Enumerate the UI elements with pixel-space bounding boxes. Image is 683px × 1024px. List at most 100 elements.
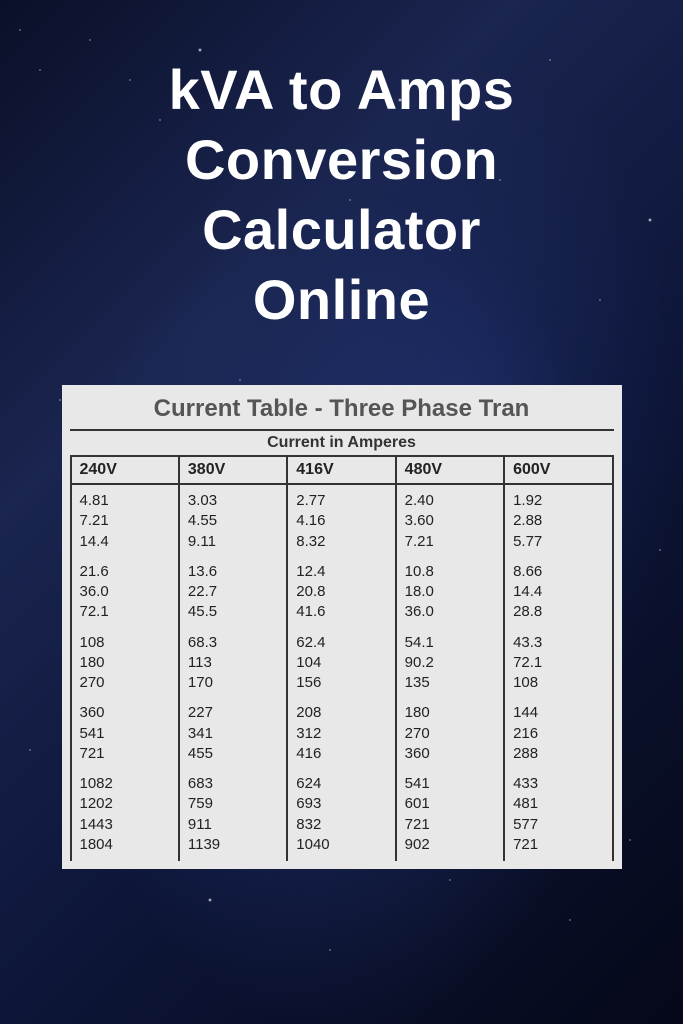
table-cell: 541 [396, 764, 504, 794]
table-cell: 8.32 [287, 532, 395, 552]
table-cell: 108 [71, 623, 179, 653]
table-cell: 1.92 [504, 484, 612, 511]
table-cell: 902 [396, 835, 504, 861]
title-line: kVA to Amps [40, 55, 643, 125]
table-cell: 577 [504, 815, 612, 835]
current-table-card: Current Table - Three Phase Tran Current… [62, 385, 622, 869]
table-row: 4.813.032.772.401.92 [71, 484, 613, 511]
table-cell: 721 [504, 835, 612, 861]
title-line: Online [40, 265, 643, 335]
table-cell: 7.21 [71, 511, 179, 531]
table-cell: 1139 [179, 835, 287, 861]
table-cell: 14.4 [504, 582, 612, 602]
table-cell: 21.6 [71, 552, 179, 582]
table-row: 72.145.541.636.028.8 [71, 602, 613, 622]
table-cell: 5.77 [504, 532, 612, 552]
table-cell: 36.0 [71, 582, 179, 602]
table-cell: 1443 [71, 815, 179, 835]
table-cell: 8.66 [504, 552, 612, 582]
table-cell: 2.77 [287, 484, 395, 511]
title-line: Conversion [40, 125, 643, 195]
table-cell: 45.5 [179, 602, 287, 622]
table-cell: 41.6 [287, 602, 395, 622]
table-cell: 108 [504, 673, 612, 693]
table-cell: 72.1 [504, 653, 612, 673]
table-body: 4.813.032.772.401.927.214.554.163.602.88… [71, 484, 613, 861]
table-cell: 2.88 [504, 511, 612, 531]
table-cell: 341 [179, 724, 287, 744]
table-cell: 180 [71, 653, 179, 673]
table-cell: 481 [504, 794, 612, 814]
table-column-header: 600V [504, 457, 612, 484]
table-header-row: 240V380V416V480V600V [71, 457, 613, 484]
table-row: 10868.362.454.143.3 [71, 623, 613, 653]
table-cell: 227 [179, 693, 287, 723]
table-cell: 36.0 [396, 602, 504, 622]
table-row: 36.022.720.818.014.4 [71, 582, 613, 602]
table-title: Current Table - Three Phase Tran [62, 391, 622, 429]
table-cell: 832 [287, 815, 395, 835]
current-table: 240V380V416V480V600V 4.813.032.772.401.9… [70, 457, 614, 861]
table-cell: 4.16 [287, 511, 395, 531]
table-cell: 1082 [71, 764, 179, 794]
table-cell: 433 [504, 764, 612, 794]
table-cell: 360 [396, 744, 504, 764]
table-cell: 104 [287, 653, 395, 673]
table-cell: 72.1 [71, 602, 179, 622]
table-column-header: 240V [71, 457, 179, 484]
table-cell: 144 [504, 693, 612, 723]
table-cell: 13.6 [179, 552, 287, 582]
table-cell: 68.3 [179, 623, 287, 653]
table-cell: 43.3 [504, 623, 612, 653]
table-cell: 28.8 [504, 602, 612, 622]
table-cell: 9.11 [179, 532, 287, 552]
table-row: 1443911832721577 [71, 815, 613, 835]
table-cell: 1804 [71, 835, 179, 861]
table-cell: 90.2 [396, 653, 504, 673]
title-line: Calculator [40, 195, 643, 265]
table-row: 1202759693601481 [71, 794, 613, 814]
table-row: 721455416360288 [71, 744, 613, 764]
table-cell: 312 [287, 724, 395, 744]
table-cell: 270 [396, 724, 504, 744]
table-cell: 208 [287, 693, 395, 723]
table-cell: 288 [504, 744, 612, 764]
table-cell: 759 [179, 794, 287, 814]
page-title: kVA to Amps Conversion Calculator Online [0, 0, 683, 365]
table-cell: 7.21 [396, 532, 504, 552]
table-column-header: 380V [179, 457, 287, 484]
table-cell: 113 [179, 653, 287, 673]
table-cell: 693 [287, 794, 395, 814]
table-row: 541341312270216 [71, 724, 613, 744]
table-cell: 22.7 [179, 582, 287, 602]
table-cell: 3.60 [396, 511, 504, 531]
table-cell: 18.0 [396, 582, 504, 602]
table-cell: 3.03 [179, 484, 287, 511]
table-row: 1082683624541433 [71, 764, 613, 794]
table-cell: 62.4 [287, 623, 395, 653]
table-cell: 721 [396, 815, 504, 835]
table-cell: 360 [71, 693, 179, 723]
table-cell: 54.1 [396, 623, 504, 653]
table-cell: 14.4 [71, 532, 179, 552]
table-cell: 683 [179, 764, 287, 794]
table-cell: 180 [396, 693, 504, 723]
table-row: 18011310490.272.1 [71, 653, 613, 673]
table-cell: 624 [287, 764, 395, 794]
table-cell: 601 [396, 794, 504, 814]
table-row: 180411391040902721 [71, 835, 613, 861]
table-subhead: Current in Amperes [70, 429, 614, 457]
table-cell: 10.8 [396, 552, 504, 582]
table-cell: 455 [179, 744, 287, 764]
table-row: 270170156135108 [71, 673, 613, 693]
table-cell: 270 [71, 673, 179, 693]
table-cell: 20.8 [287, 582, 395, 602]
table-cell: 416 [287, 744, 395, 764]
table-cell: 135 [396, 673, 504, 693]
table-column-header: 416V [287, 457, 395, 484]
table-cell: 721 [71, 744, 179, 764]
table-cell: 911 [179, 815, 287, 835]
table-row: 21.613.612.410.88.66 [71, 552, 613, 582]
table-cell: 216 [504, 724, 612, 744]
table-cell: 156 [287, 673, 395, 693]
